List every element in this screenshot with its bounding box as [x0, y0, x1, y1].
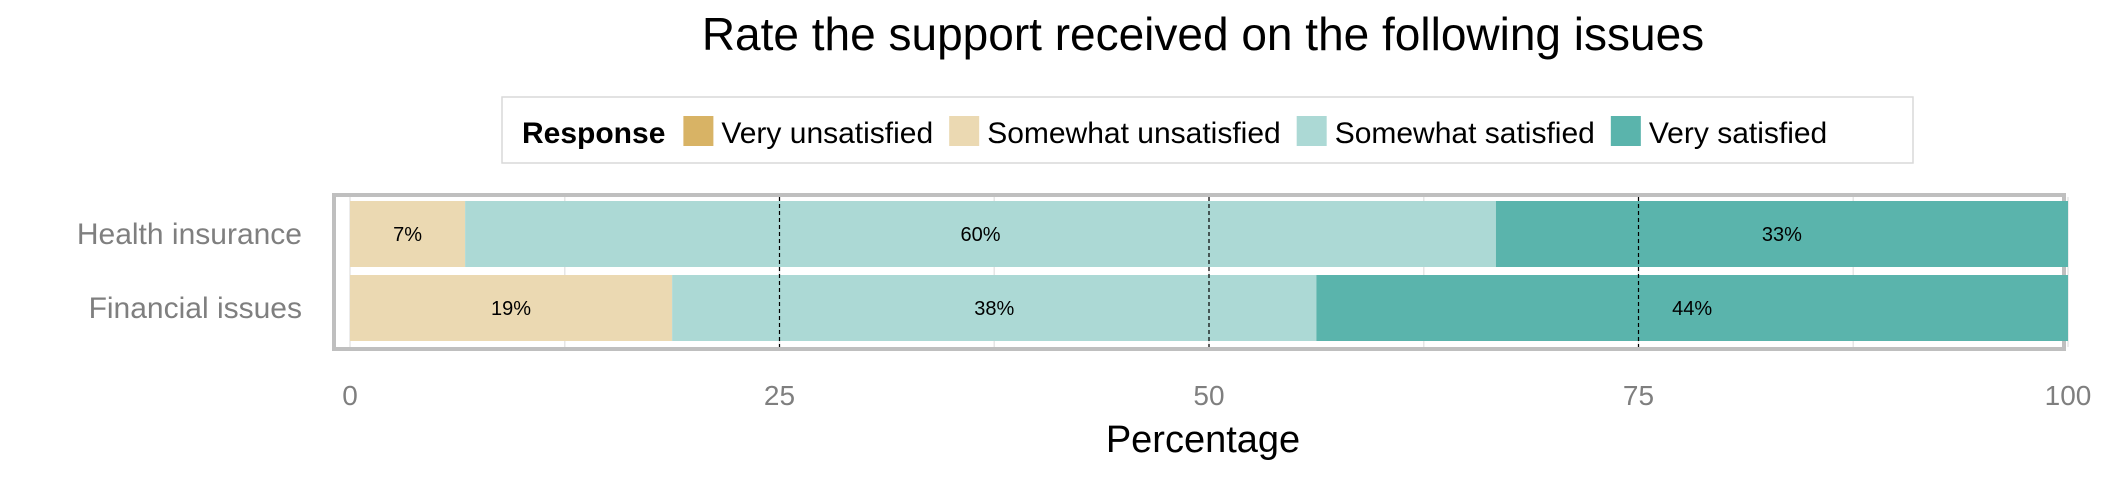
legend-swatch: [1296, 116, 1327, 146]
plot-panel-border: [332, 193, 2066, 351]
category-labels: Health insurance Financial issues: [77, 218, 302, 325]
x-tick-label: 100: [2045, 380, 2092, 411]
legend: Response Very unsatisfied Somewhat unsati…: [501, 96, 1914, 164]
legend-label: Very unsatisfied: [721, 117, 933, 150]
data-label: 33%: [1762, 224, 1802, 246]
x-tick-label: 0: [342, 380, 358, 411]
bar-health-insurance-somewhat-unsatisfied: [350, 201, 466, 267]
data-label: 19%: [491, 298, 531, 320]
legend-title: Response: [522, 117, 665, 150]
category-label: Financial issues: [89, 292, 302, 325]
legend-swatch: [949, 116, 980, 146]
legend-box: [501, 96, 1914, 164]
data-label: 44%: [1672, 298, 1712, 320]
bar-health-insurance-very-satisfied: [1495, 201, 2068, 267]
chart-title: Rate the support received on the followi…: [702, 8, 1704, 60]
bar-financial-issues-very-satisfied: [1316, 275, 2068, 341]
data-labels: 7% 60% 33% 19% 38% 44%: [393, 224, 1802, 320]
bar-health-insurance-somewhat-satisfied: [465, 201, 1496, 267]
legend-label: Somewhat satisfied: [1335, 117, 1595, 150]
legend-swatch: [1610, 116, 1641, 146]
legend-label: Somewhat unsatisfied: [987, 117, 1281, 150]
data-label: 7%: [393, 224, 422, 246]
x-tick-label: 75: [1623, 380, 1654, 411]
x-tick-labels: 0 25 50 75 100: [342, 380, 2091, 411]
x-tick-label: 50: [1193, 380, 1224, 411]
x-tick-label: 25: [764, 380, 795, 411]
data-label: 38%: [974, 298, 1014, 320]
bars: [350, 201, 2068, 341]
x-axis-title: Percentage: [1106, 419, 1300, 461]
bar-financial-issues-somewhat-unsatisfied: [350, 275, 673, 341]
data-label: 60%: [960, 224, 1000, 246]
category-label: Health insurance: [77, 218, 302, 251]
reference-lines: [778, 197, 1640, 347]
legend-swatch: [683, 116, 714, 146]
legend-label: Very satisfied: [1649, 117, 1827, 150]
